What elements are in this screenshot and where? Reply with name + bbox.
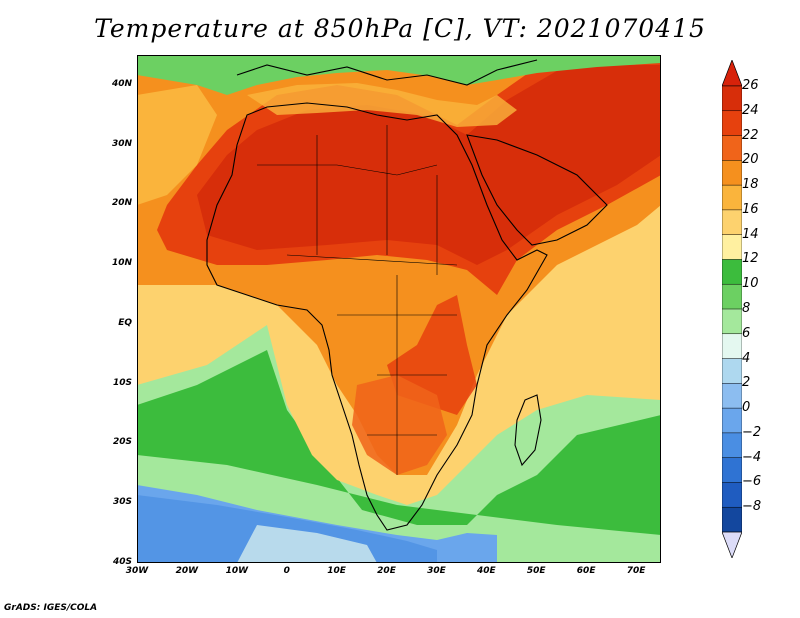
colorbar-swatch (722, 457, 742, 484)
colorbar-swatch (722, 209, 742, 236)
west-atlantic-zone (137, 85, 217, 205)
lat-tick-label: 40N (111, 78, 132, 89)
mediterranean-yellow-zone (247, 83, 517, 127)
africa-coastline (206, 102, 548, 531)
lon-tick-label: 60E (576, 566, 596, 576)
colorbar-swatch (722, 333, 742, 360)
colorbar-swatch (722, 160, 742, 186)
lon-tick-label: 50E (526, 566, 546, 576)
colorbar-swatch (722, 506, 742, 533)
lon-tick-label: 20W (175, 566, 199, 576)
madagascar-coastline (514, 394, 542, 467)
colorbar-label: 0 (742, 400, 751, 416)
lon-tick-label: 40E (476, 566, 496, 576)
green-atlantic-zone (137, 350, 661, 535)
colorbar-swatch (722, 85, 742, 112)
colorbar-label: 14 (742, 226, 759, 242)
lon-tick-label: 10E (327, 566, 346, 576)
lat-tick-label: EQ (118, 317, 132, 328)
country-borders (257, 125, 458, 475)
colorbar-label: −8 (742, 499, 762, 515)
lon-tick-label: 30E (427, 566, 446, 576)
map-border (137, 55, 661, 563)
colorbar-swatch (722, 407, 742, 434)
colorbar-label: 22 (742, 127, 759, 143)
credit-text: GrADS: IGES/COLA (4, 603, 98, 613)
colorbar-label: 18 (742, 177, 759, 193)
colorbar-swatch (722, 283, 742, 310)
colorbar-label: 24 (742, 102, 759, 118)
lat-tick-label: 40S (112, 557, 132, 567)
temperature-map (137, 55, 661, 563)
colorbar-label: 26 (742, 78, 759, 93)
colorbar-swatch (722, 184, 742, 211)
map-title: Temperature at 850hPa [C], VT: 202107041… (94, 14, 706, 43)
lat-tick-label: 20S (112, 437, 132, 448)
colorbar-label: 2 (742, 375, 751, 391)
colorbar-swatch (722, 234, 742, 261)
colorbar-swatch (722, 110, 742, 137)
colorbar-swatch (722, 482, 742, 508)
colorbar (722, 60, 742, 558)
lon-tick-label: 30W (125, 566, 149, 576)
colorbar-label: 8 (742, 301, 751, 316)
hottest-zone (197, 65, 661, 265)
colorbar-label: 20 (742, 152, 759, 168)
lat-tick-label: 30N (111, 138, 132, 149)
arabia-coastline (466, 134, 608, 246)
lon-tick-label: 0 (283, 566, 290, 576)
colorbar-swatch (722, 432, 742, 459)
lat-tick-label: 30S (112, 497, 132, 508)
colorbar-label: −4 (742, 449, 762, 465)
colorbar-swatch (722, 308, 742, 335)
colorbar-label: 4 (742, 350, 751, 366)
lat-tick-label: 20N (111, 198, 132, 209)
colorbar-label: 16 (742, 201, 759, 217)
colorbar-label: −6 (742, 474, 762, 490)
lon-tick-label: 70E (626, 566, 646, 576)
colorbar-swatch (722, 135, 742, 162)
colorbar-bottom-arrow (722, 531, 742, 558)
colorbar-label: 10 (742, 276, 759, 292)
colorbar-label: 6 (742, 325, 751, 341)
europe-coastline (236, 59, 538, 86)
colorbar-swatch (722, 383, 742, 409)
colorbar-label: −2 (742, 424, 762, 440)
lat-tick-label: 10N (111, 258, 132, 269)
lat-tick-label: 10S (112, 377, 132, 388)
lon-tick-label: 10W (225, 566, 249, 576)
colorbar-swatch (722, 259, 742, 285)
very-cool-ocean-zone (237, 525, 377, 563)
colorbar-swatch (722, 358, 742, 385)
southern-africa-warm-zone (352, 375, 447, 475)
lon-tick-label: 20E (377, 566, 396, 576)
colorbar-label: 12 (742, 251, 759, 267)
colorbar-top-arrow (722, 60, 742, 87)
